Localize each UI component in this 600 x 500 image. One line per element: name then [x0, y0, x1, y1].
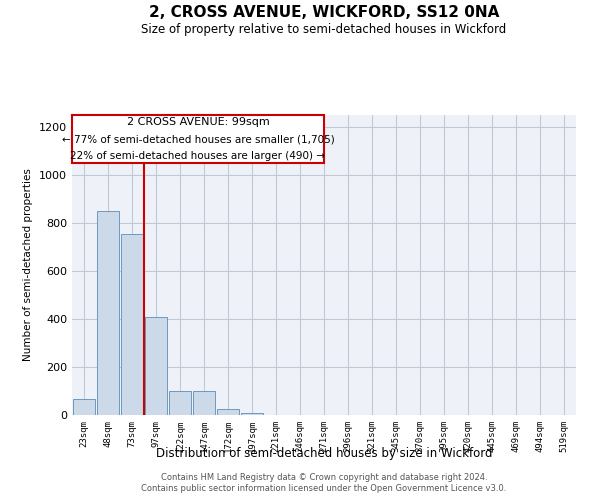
- Text: Distribution of semi-detached houses by size in Wickford: Distribution of semi-detached houses by …: [156, 448, 492, 460]
- Y-axis label: Number of semi-detached properties: Number of semi-detached properties: [23, 168, 34, 362]
- Bar: [217, 409, 239, 415]
- Bar: [193, 391, 215, 415]
- Bar: [97, 211, 119, 415]
- Bar: [121, 234, 143, 415]
- Text: Contains public sector information licensed under the Open Government Licence v3: Contains public sector information licen…: [142, 484, 506, 493]
- Text: Contains HM Land Registry data © Crown copyright and database right 2024.: Contains HM Land Registry data © Crown c…: [161, 472, 487, 482]
- Bar: [241, 412, 263, 415]
- Bar: [169, 391, 191, 415]
- Text: ← 77% of semi-detached houses are smaller (1,705): ← 77% of semi-detached houses are smalle…: [62, 134, 334, 144]
- Bar: [73, 400, 95, 415]
- Text: Size of property relative to semi-detached houses in Wickford: Size of property relative to semi-detach…: [142, 22, 506, 36]
- Text: 22% of semi-detached houses are larger (490) →: 22% of semi-detached houses are larger (…: [71, 151, 325, 161]
- Bar: [145, 316, 167, 415]
- Text: 2, CROSS AVENUE, WICKFORD, SS12 0NA: 2, CROSS AVENUE, WICKFORD, SS12 0NA: [149, 5, 499, 20]
- FancyBboxPatch shape: [72, 115, 324, 163]
- Text: 2 CROSS AVENUE: 99sqm: 2 CROSS AVENUE: 99sqm: [127, 118, 269, 128]
